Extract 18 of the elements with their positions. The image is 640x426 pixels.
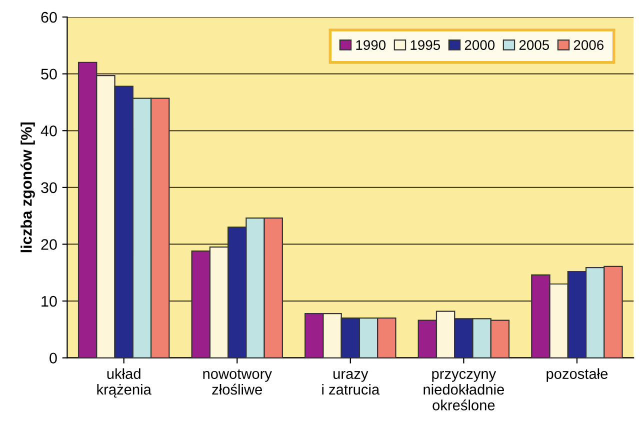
y-tick-label: 0 bbox=[50, 352, 57, 364]
y-tick-label: 40 bbox=[40, 126, 57, 136]
y-tick-label: 60 bbox=[41, 12, 57, 23]
legend-label: 1990 bbox=[356, 40, 386, 50]
y-tick-label: 50 bbox=[41, 68, 57, 80]
legend-label: 2005 bbox=[519, 40, 550, 50]
y-tick-label: 30 bbox=[41, 182, 57, 194]
x-tick-label: pozostałe bbox=[546, 368, 608, 382]
x-tick-label: nowotwory złośliwe bbox=[203, 369, 272, 395]
x-tick-label: układ krążenia bbox=[97, 368, 152, 398]
y-tick-label: 10 bbox=[42, 296, 57, 307]
legend-label: 2006 bbox=[574, 40, 604, 50]
x-tick-label: urazy i zatrucia bbox=[322, 370, 380, 395]
y-tick-label: 20 bbox=[41, 239, 57, 250]
legend-label: 2000 bbox=[464, 40, 495, 50]
x-tick-label: przyczyny niedokładnie określone bbox=[424, 370, 504, 410]
y-axis-title: liczba zgonów [%] bbox=[20, 122, 35, 252]
legend-label: 1995 bbox=[410, 40, 440, 50]
